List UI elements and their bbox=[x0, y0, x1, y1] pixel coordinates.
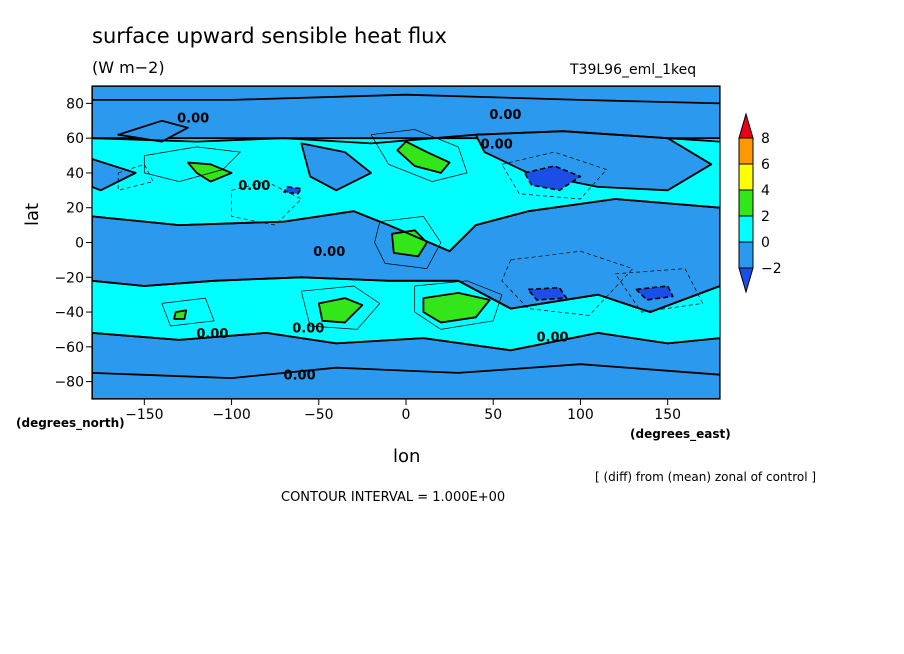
contour-region-8 bbox=[527, 286, 568, 301]
contour-region-7 bbox=[523, 165, 582, 192]
y-tick-label-0: −80 bbox=[54, 375, 84, 391]
colorbar-bottom-arrow bbox=[738, 267, 754, 294]
x-axis-label: lon bbox=[393, 446, 421, 467]
zero-contour-4 bbox=[92, 331, 720, 352]
contour-region-16 bbox=[173, 309, 188, 320]
degrees-north-label: (degrees_north) bbox=[16, 416, 125, 430]
contour-label-3: 0.00 bbox=[238, 179, 270, 194]
chart-units: (W m−2) bbox=[92, 58, 165, 77]
y-tick-label-3: −20 bbox=[54, 270, 84, 286]
colorbar-label-2: 4 bbox=[761, 183, 770, 199]
colorbar-box-3 bbox=[738, 189, 754, 217]
chart-title: surface upward sensible heat flux bbox=[92, 24, 447, 48]
positive-contour-2 bbox=[374, 216, 442, 269]
contour-region-14 bbox=[317, 297, 364, 324]
contour-label-6: 0.00 bbox=[196, 327, 228, 342]
negative-contour-1 bbox=[501, 250, 634, 316]
plot-area: 0.00 0.00 0.00 0.00 0.00 0.00 0.00 0.00 0.00 bbox=[92, 86, 720, 399]
contour-label-8: 0.00 bbox=[284, 369, 316, 384]
diff-note: [ (diff) from (mean) zonal of control ] bbox=[595, 470, 817, 484]
degrees-east-label: (degrees_east) bbox=[630, 427, 731, 441]
contour-region-9 bbox=[635, 285, 674, 301]
contour-region-10 bbox=[283, 186, 303, 195]
x-tick-label-4: 50 bbox=[484, 407, 502, 423]
positive-contour-0 bbox=[143, 146, 242, 182]
contour-interval-label: CONTOUR INTERVAL = 1.000E+00 bbox=[281, 490, 506, 505]
y-tick-label-6: 40 bbox=[66, 166, 84, 182]
y-tick-label-7: 60 bbox=[66, 131, 84, 147]
negative-contour-2 bbox=[615, 268, 704, 313]
run-label: T39L96_eml_1keq bbox=[570, 62, 697, 78]
zero-contour-3 bbox=[92, 276, 720, 314]
x-tick-label-0: −150 bbox=[125, 407, 163, 423]
x-tick-label-6: 150 bbox=[654, 407, 681, 423]
positive-contour-1 bbox=[370, 129, 468, 182]
x-tick-label-2: −50 bbox=[304, 407, 334, 423]
contour-region-6 bbox=[92, 158, 137, 192]
contour-label-7: 0.00 bbox=[536, 330, 568, 345]
contour-region-2 bbox=[92, 331, 720, 399]
colorbar-label-5: −2 bbox=[761, 261, 782, 277]
y-tick-label-4: 0 bbox=[75, 236, 84, 252]
contour-label-2: 0.00 bbox=[481, 137, 513, 152]
colorbar-label-3: 2 bbox=[761, 209, 770, 225]
colorbar-box-1 bbox=[738, 137, 754, 165]
zero-contour-0 bbox=[92, 93, 720, 105]
contour-label-0: 0.00 bbox=[177, 111, 209, 126]
colorbar-box-4 bbox=[738, 215, 754, 243]
y-tick-label-1: −60 bbox=[54, 340, 84, 356]
colorbar-top-arrow bbox=[738, 112, 754, 139]
colorbar-label-4: 0 bbox=[761, 235, 770, 251]
zero-contour-2 bbox=[92, 198, 720, 253]
zero-contour-1 bbox=[92, 130, 720, 145]
negative-contour-3 bbox=[231, 181, 302, 226]
x-tick-label-1: −100 bbox=[212, 407, 250, 423]
negative-contour-0 bbox=[501, 151, 608, 200]
positive-contour-3 bbox=[300, 285, 381, 330]
colorbar-label-1: 6 bbox=[761, 157, 770, 173]
contour-region-11 bbox=[186, 161, 233, 183]
colorbar-box-2 bbox=[738, 163, 754, 191]
x-tick-label-5: 100 bbox=[567, 407, 594, 423]
colorbar-box-5 bbox=[738, 241, 754, 269]
positive-contour-4 bbox=[414, 280, 503, 330]
y-tick-label-2: −40 bbox=[54, 305, 84, 321]
contour-label-1: 0.00 bbox=[489, 108, 521, 123]
x-tick-label-3: 0 bbox=[402, 407, 411, 423]
y-tick-label-8: 80 bbox=[66, 96, 84, 112]
colorbar-label-0: 8 bbox=[761, 131, 770, 147]
contour-region-5 bbox=[300, 142, 373, 192]
zero-contour-5 bbox=[92, 363, 720, 380]
y-tick-label-5: 20 bbox=[66, 201, 84, 217]
contour-label-4: 0.00 bbox=[313, 245, 345, 260]
contour-region-15 bbox=[422, 291, 491, 324]
contour-region-12 bbox=[396, 140, 451, 174]
y-axis-label: lat bbox=[22, 202, 43, 226]
positive-contour-5 bbox=[161, 297, 215, 327]
contour-label-5: 0.00 bbox=[292, 322, 324, 337]
